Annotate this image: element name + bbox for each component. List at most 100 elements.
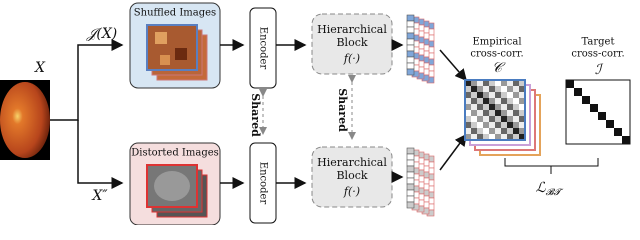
shape — [406, 159, 415, 167]
shape — [513, 86, 519, 92]
shape — [465, 110, 471, 116]
shape — [406, 177, 415, 185]
shape — [489, 86, 495, 92]
shape — [483, 122, 489, 128]
target-matrix — [565, 79, 631, 145]
shape — [519, 116, 525, 122]
shape — [406, 171, 415, 179]
images-title: Distorted Images — [131, 148, 219, 159]
shape — [622, 136, 630, 144]
shape — [489, 110, 495, 116]
shape — [406, 153, 415, 161]
shape — [495, 104, 501, 110]
shape — [519, 128, 525, 134]
shape — [465, 104, 471, 110]
shape — [513, 122, 519, 128]
shape — [507, 128, 513, 134]
shape — [483, 104, 489, 110]
shape — [483, 98, 489, 104]
shape — [406, 32, 415, 40]
shape — [406, 189, 415, 197]
encoder-label: Encoder — [258, 27, 269, 70]
shape — [471, 116, 477, 122]
shape — [513, 98, 519, 104]
shape — [519, 122, 525, 128]
shape — [406, 38, 415, 46]
empirical-matrix — [464, 79, 541, 156]
shape — [489, 104, 495, 110]
shape — [519, 80, 525, 86]
shape — [471, 122, 477, 128]
shape — [406, 44, 415, 52]
shape — [507, 110, 513, 116]
shape — [477, 104, 483, 110]
transform-label: X″ — [91, 188, 108, 204]
block-label: Hierarchical — [317, 23, 387, 36]
shape — [507, 104, 513, 110]
block — [311, 13, 393, 75]
block — [311, 146, 393, 208]
block-fn: f(·) — [343, 185, 360, 198]
arrow — [77, 120, 124, 189]
shape — [465, 122, 471, 128]
encoder — [249, 7, 277, 89]
shape — [483, 86, 489, 92]
shape — [501, 80, 507, 86]
shape — [507, 98, 513, 104]
shape — [465, 92, 471, 98]
shape — [566, 80, 574, 88]
shape — [477, 92, 483, 98]
block-label: Hierarchical — [317, 156, 387, 169]
block-label: Block — [336, 169, 367, 182]
shape — [477, 86, 483, 92]
shape — [464, 79, 526, 141]
shape — [495, 86, 501, 92]
shape — [507, 92, 513, 98]
shape — [477, 80, 483, 86]
block-fn: f(·) — [343, 52, 360, 65]
loss-bracket — [504, 158, 599, 174]
shape — [406, 195, 415, 203]
shape — [477, 116, 483, 122]
shape — [519, 110, 525, 116]
feature-vectors — [406, 147, 435, 217]
transform-label: 𝒥(X) — [86, 26, 118, 42]
shape — [501, 134, 507, 140]
shape — [495, 128, 501, 134]
shape — [507, 122, 513, 128]
shape — [465, 116, 471, 122]
shape — [406, 20, 415, 28]
shape — [614, 128, 622, 136]
shared-label: Shared — [336, 88, 349, 132]
shuffled-stack — [146, 24, 208, 81]
shape — [513, 80, 519, 86]
shape — [489, 128, 495, 134]
loss-label: ℒ𝓑𝓣 — [536, 180, 564, 198]
shape — [406, 56, 415, 64]
diagram: X 𝒥(X) X″ Shuffled Images Distorted Imag… — [0, 2, 631, 225]
shape — [483, 116, 489, 122]
shape — [406, 147, 415, 155]
shape — [513, 116, 519, 122]
shape — [471, 80, 477, 86]
shape — [471, 98, 477, 104]
shape — [477, 122, 483, 128]
shape — [406, 68, 415, 76]
shape — [471, 92, 477, 98]
shape — [574, 88, 582, 96]
shape — [477, 98, 483, 104]
shape — [495, 110, 501, 116]
shape — [501, 110, 507, 116]
shape — [489, 134, 495, 140]
shape — [606, 120, 614, 128]
shape — [406, 26, 415, 34]
shape — [519, 104, 525, 110]
shape — [519, 86, 525, 92]
encoder-label: Encoder — [258, 162, 269, 205]
empirical-label: cross-corr. — [470, 49, 523, 60]
shape — [513, 92, 519, 98]
shape — [471, 134, 477, 140]
shape — [465, 128, 471, 134]
shape — [406, 165, 415, 173]
shape — [471, 104, 477, 110]
